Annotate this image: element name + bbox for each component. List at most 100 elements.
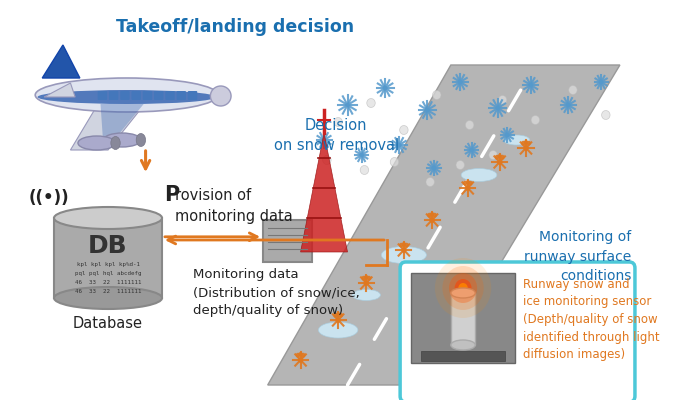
Circle shape (432, 90, 441, 100)
FancyBboxPatch shape (400, 262, 635, 400)
Ellipse shape (451, 340, 475, 350)
Ellipse shape (352, 290, 380, 300)
Polygon shape (301, 133, 347, 252)
Circle shape (465, 120, 474, 130)
Circle shape (339, 313, 343, 318)
Text: rovision of
monitoring data: rovision of monitoring data (175, 188, 292, 224)
Circle shape (367, 98, 375, 108)
Circle shape (465, 185, 471, 191)
Circle shape (426, 178, 435, 186)
Circle shape (362, 276, 366, 280)
Circle shape (568, 86, 577, 94)
Circle shape (400, 126, 408, 134)
Circle shape (430, 212, 435, 217)
Circle shape (299, 352, 303, 357)
Ellipse shape (37, 90, 216, 104)
Circle shape (364, 275, 369, 280)
Circle shape (498, 154, 502, 159)
Circle shape (296, 353, 300, 358)
FancyBboxPatch shape (109, 91, 118, 100)
Ellipse shape (78, 136, 116, 150)
Text: DB: DB (88, 234, 128, 258)
Circle shape (602, 110, 610, 120)
Text: pql pql hql abcdefg: pql pql hql abcdefg (75, 271, 141, 276)
FancyBboxPatch shape (177, 91, 186, 100)
Circle shape (455, 279, 471, 297)
Circle shape (521, 141, 526, 146)
Circle shape (367, 276, 371, 280)
Bar (411, 273, 515, 363)
Circle shape (531, 116, 540, 124)
Ellipse shape (103, 133, 141, 147)
Text: 46  33  22  1111111: 46 33 22 1111111 (75, 280, 141, 285)
Circle shape (466, 180, 470, 185)
Circle shape (298, 357, 303, 363)
Bar (421, 351, 505, 361)
FancyBboxPatch shape (188, 91, 197, 100)
Circle shape (334, 118, 342, 126)
Circle shape (497, 159, 503, 165)
Text: P: P (165, 185, 180, 205)
Circle shape (404, 243, 409, 248)
FancyBboxPatch shape (154, 91, 163, 100)
Text: Takeoff/landing decision: Takeoff/landing decision (116, 18, 354, 36)
Circle shape (399, 243, 403, 248)
Ellipse shape (451, 288, 475, 298)
Circle shape (463, 181, 467, 186)
Circle shape (364, 280, 369, 286)
Circle shape (432, 213, 437, 218)
Circle shape (390, 158, 398, 166)
Polygon shape (268, 65, 620, 385)
Circle shape (526, 141, 531, 146)
Circle shape (401, 247, 407, 253)
Circle shape (498, 96, 507, 104)
Circle shape (336, 312, 341, 317)
Text: 46  33  22  1111111: 46 33 22 1111111 (75, 289, 141, 294)
Circle shape (524, 140, 528, 145)
Ellipse shape (461, 168, 497, 182)
Ellipse shape (54, 287, 162, 309)
Bar (54, 218, 162, 298)
Circle shape (322, 156, 331, 164)
Circle shape (360, 166, 369, 174)
FancyBboxPatch shape (131, 91, 141, 100)
Circle shape (435, 258, 491, 318)
FancyBboxPatch shape (143, 91, 152, 100)
Bar (451, 293, 475, 345)
Circle shape (458, 283, 468, 293)
Circle shape (427, 213, 432, 218)
Circle shape (301, 353, 305, 358)
Text: kpl kpl kpl kp%d-1: kpl kpl kpl kp%d-1 (77, 262, 139, 267)
Ellipse shape (111, 136, 120, 150)
Text: Runway snow and
ice monitoring sensor
(Depth/quality of snow
identified through : Runway snow and ice monitoring sensor (D… (523, 278, 660, 361)
Circle shape (443, 266, 483, 310)
Ellipse shape (35, 78, 218, 112)
Polygon shape (71, 103, 146, 150)
Polygon shape (101, 104, 143, 145)
Circle shape (333, 313, 338, 318)
Circle shape (402, 242, 406, 247)
FancyBboxPatch shape (98, 91, 107, 100)
Text: Decision
on snow removal: Decision on snow removal (273, 118, 398, 153)
FancyBboxPatch shape (263, 220, 312, 262)
Text: Monitoring data
(Distribution of snow/ice,
depth/quality of snow): Monitoring data (Distribution of snow/ic… (192, 268, 359, 317)
Ellipse shape (318, 322, 358, 338)
Ellipse shape (381, 246, 426, 264)
Circle shape (500, 155, 505, 160)
Circle shape (489, 150, 497, 160)
Ellipse shape (136, 134, 146, 146)
Text: Monitoring of
runway surface
conditions: Monitoring of runway surface conditions (524, 230, 631, 283)
Circle shape (456, 160, 464, 170)
Circle shape (430, 217, 435, 223)
Text: Database: Database (73, 316, 143, 331)
Ellipse shape (503, 135, 530, 145)
Polygon shape (42, 45, 80, 78)
Circle shape (449, 273, 477, 303)
FancyBboxPatch shape (120, 91, 130, 100)
Ellipse shape (54, 207, 162, 229)
Polygon shape (44, 83, 75, 97)
Ellipse shape (210, 86, 231, 106)
Circle shape (335, 317, 341, 323)
Circle shape (468, 181, 473, 186)
FancyBboxPatch shape (165, 91, 175, 100)
